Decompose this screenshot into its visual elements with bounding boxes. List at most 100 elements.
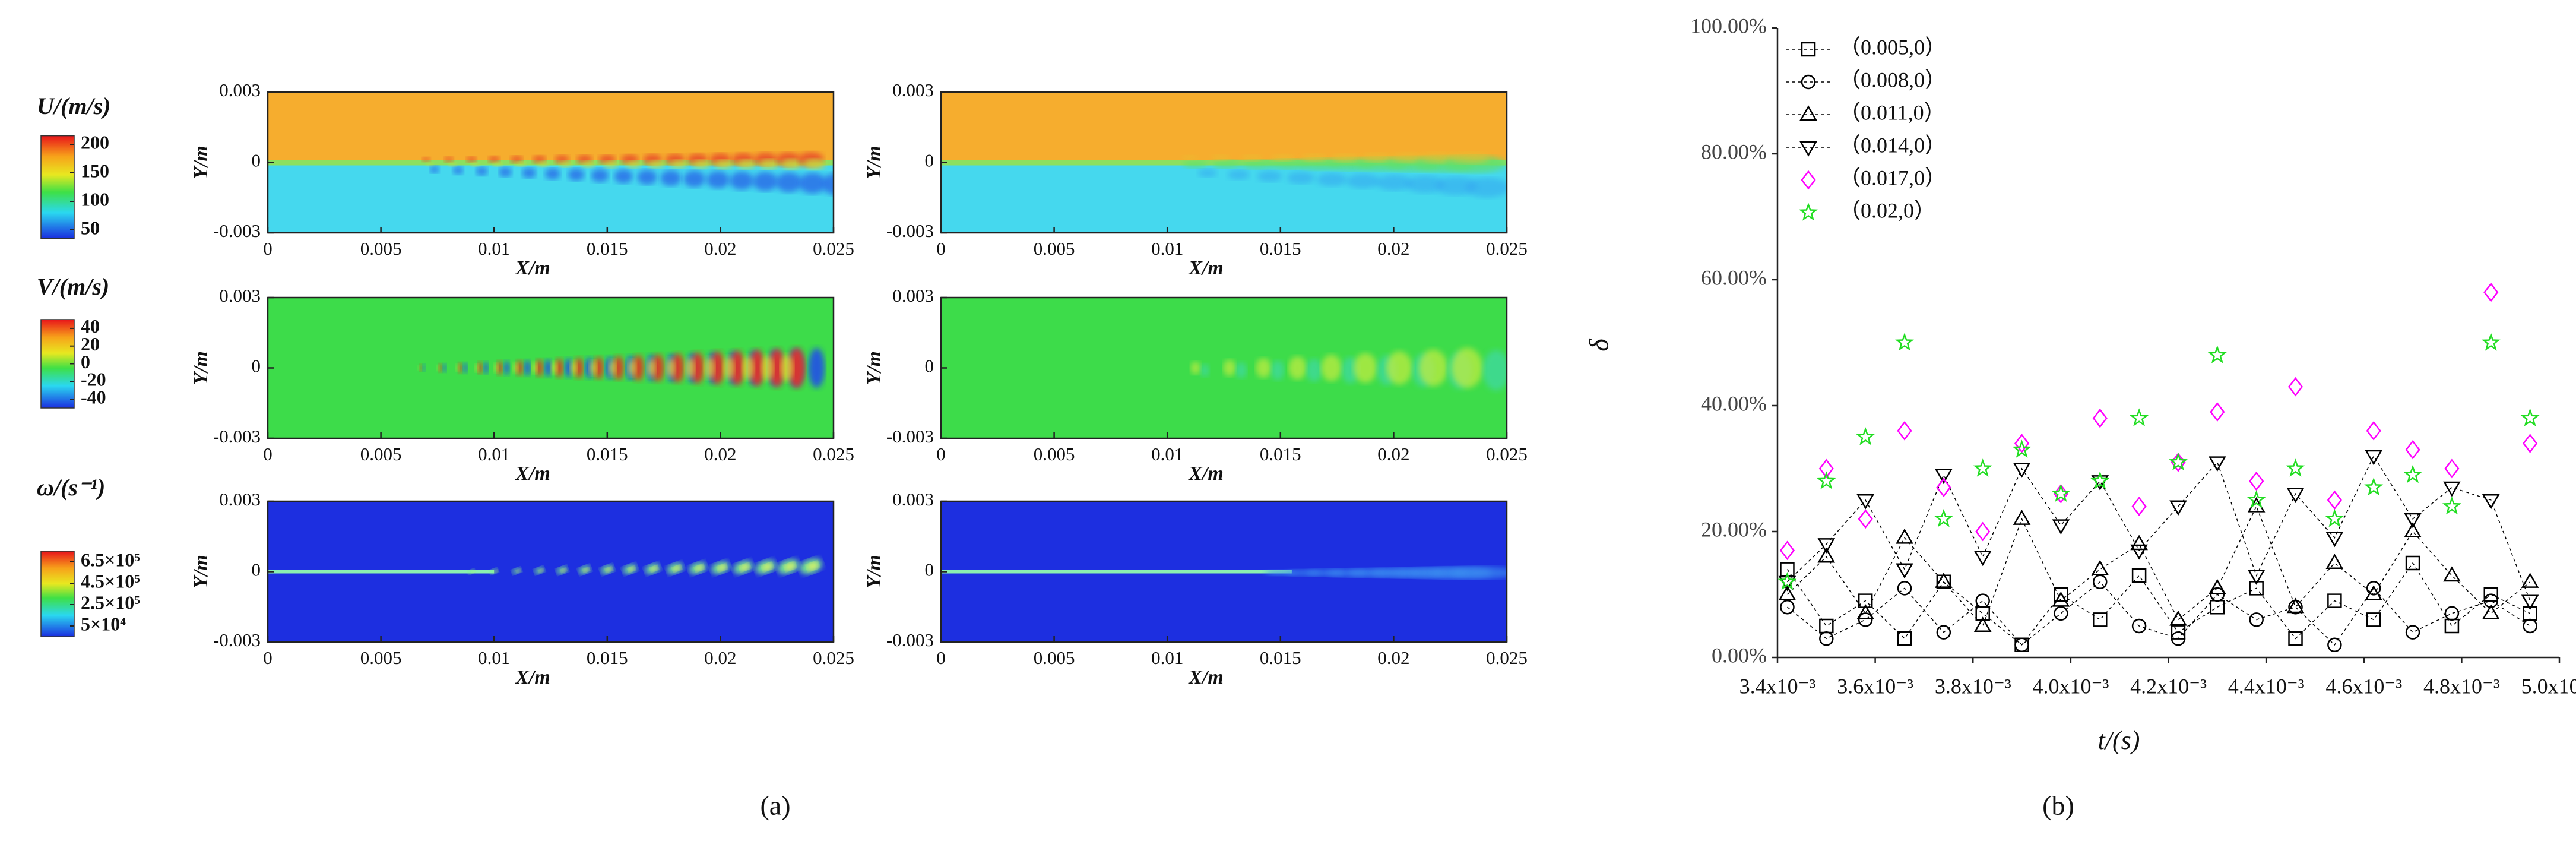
- y-axis-label: Y/m: [190, 555, 212, 589]
- y-axis-label: Y/m: [190, 146, 212, 179]
- field-blob: [1301, 154, 1327, 162]
- data-point: [2092, 408, 2108, 428]
- y-tick-label: -0.003: [213, 630, 261, 650]
- field-blob: [671, 353, 685, 383]
- field-blob: [1465, 178, 1507, 198]
- field-blob: [538, 568, 544, 573]
- data-point: [2130, 544, 2148, 560]
- x-tick-label: 0.005: [1034, 238, 1075, 259]
- contour-field: [941, 92, 1507, 233]
- data-point: [1897, 631, 1912, 646]
- data-point: [2093, 612, 2108, 627]
- y-tick-label: 0.003: [219, 285, 261, 306]
- field-blob: [808, 348, 825, 388]
- field-blob: [544, 359, 552, 377]
- field-blob: [477, 362, 483, 374]
- data-point: [2130, 535, 2148, 551]
- field-blob: [493, 363, 499, 373]
- field-blob: [1390, 153, 1425, 163]
- colorbar: [40, 551, 75, 637]
- field-blob: [692, 160, 710, 169]
- field-blob: [589, 360, 597, 376]
- legend-marker: [1801, 170, 1816, 190]
- colorbar-tick-label: 150: [81, 160, 109, 181]
- data-point: [1973, 616, 1992, 633]
- x-axis-label: X/m: [515, 463, 550, 485]
- field-blob: [1181, 155, 1198, 160]
- field: [268, 92, 834, 163]
- data-point: [2443, 566, 2461, 582]
- data-point: [1818, 458, 1834, 479]
- y-tick-label: 0.003: [892, 80, 934, 100]
- legend-marker: [1801, 74, 1816, 90]
- legend-marker: [1801, 42, 1816, 57]
- data-point: [1973, 458, 1992, 477]
- data-point: [2249, 612, 2264, 627]
- data-point: [2481, 333, 2501, 351]
- y-tick-label: 0.003: [892, 489, 934, 510]
- field-blob: [606, 567, 613, 572]
- data-point: [2327, 637, 2342, 653]
- field-blob: [742, 356, 755, 380]
- data-point: [2247, 570, 2266, 585]
- data-point: [2483, 593, 2499, 608]
- contour-field: [941, 298, 1507, 438]
- x-tick-label: 0.01: [478, 238, 510, 259]
- legend-label: （0.008,0）: [1839, 68, 1946, 91]
- x-tick-label: 0.02: [704, 647, 736, 668]
- colorbar: [40, 135, 75, 239]
- field-blob: [784, 562, 796, 571]
- x-axis-label: X/m: [515, 257, 550, 279]
- field-blob: [730, 350, 745, 385]
- data-point: [2014, 637, 2029, 653]
- field-blob: [1354, 353, 1377, 383]
- field-blob: [516, 569, 521, 573]
- field-blob: [1451, 347, 1483, 388]
- x-tick-label: 0.01: [478, 647, 510, 668]
- data-point: [2013, 510, 2031, 525]
- y-tick-label: 20.00%: [1701, 517, 1767, 541]
- field-blob: [422, 364, 426, 372]
- x-tick-label: 0.02: [704, 238, 736, 259]
- data-point: [2093, 574, 2108, 590]
- data-point: [2521, 573, 2539, 588]
- x-tick-label: 4.4x10⁻³: [2228, 674, 2305, 698]
- data-point: [2208, 456, 2226, 472]
- contour-field: [941, 501, 1507, 642]
- x-tick-label: 0.01: [1151, 647, 1183, 668]
- colorbar-title: ω/(s⁻¹): [37, 474, 105, 501]
- field-blob: [468, 569, 475, 574]
- field-blob: [488, 156, 500, 163]
- data-point: [2405, 625, 2420, 640]
- data-point: [1975, 521, 1991, 542]
- data-point: [2327, 490, 2342, 510]
- field-blob: [711, 351, 725, 385]
- legend-label: （0.011,0）: [1839, 100, 1946, 124]
- data-point: [1856, 604, 1874, 619]
- field-blob: [1241, 154, 1263, 161]
- colorbar-tick-label: 40: [81, 315, 100, 337]
- field-blob: [1288, 356, 1307, 380]
- y-tick-label: 0: [252, 559, 261, 580]
- y-axis-label: Y/m: [863, 351, 885, 385]
- data-point: [2523, 618, 2537, 634]
- x-tick-label: 0.005: [1034, 444, 1075, 464]
- field-blob: [551, 361, 558, 375]
- field-blob: [537, 161, 549, 167]
- y-axis-label: δ: [1584, 339, 1614, 352]
- field-blob: [436, 365, 440, 371]
- data-point: [1858, 509, 1873, 529]
- field-blob: [559, 161, 572, 167]
- colorbar: [40, 319, 75, 409]
- field-blob: [483, 362, 489, 374]
- data-point: [2287, 377, 2303, 397]
- legend-marker: [1799, 105, 1817, 121]
- data-point: [1936, 625, 1951, 640]
- data-point: [2365, 585, 2383, 601]
- y-tick-label: -0.003: [213, 220, 261, 241]
- field-blob: [1211, 154, 1231, 161]
- y-tick-label: 60.00%: [1701, 265, 1767, 289]
- field: [268, 160, 834, 166]
- y-tick-label: 0: [252, 150, 261, 171]
- data-point: [1935, 469, 1953, 485]
